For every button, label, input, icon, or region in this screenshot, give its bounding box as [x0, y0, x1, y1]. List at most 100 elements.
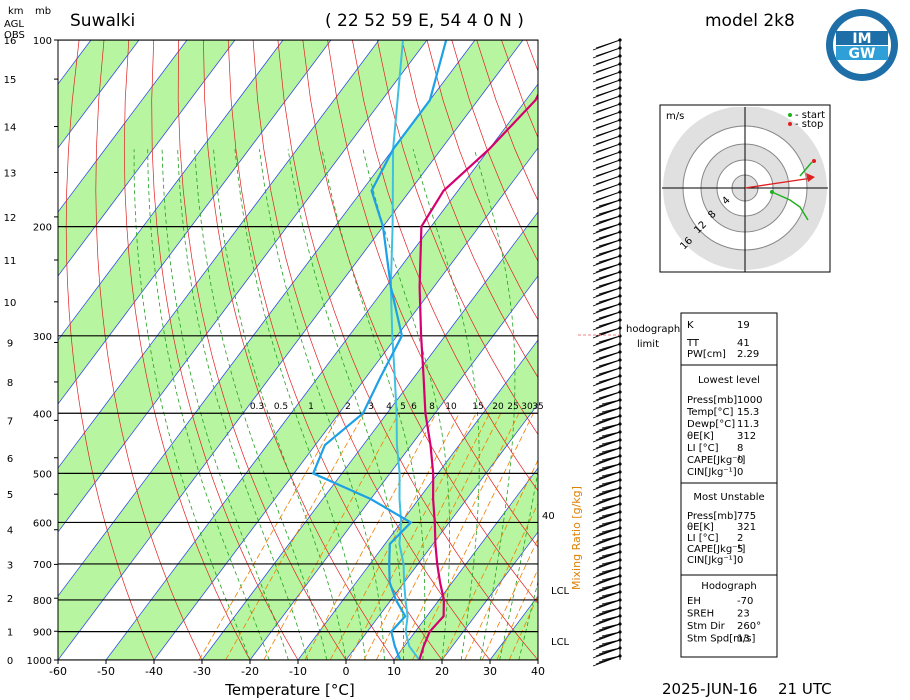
- wind-barb: [598, 383, 621, 391]
- hodograph-stop-point: [812, 159, 816, 163]
- most_unstable-row-label: LI [°C]: [687, 533, 719, 544]
- isotherm-line: [58, 40, 188, 213]
- moist-adiabat-line: [321, 149, 426, 660]
- pressure-axis: 100 200 300 400 500 600 700 800 900 1000: [27, 36, 52, 667]
- temperature-tick-label: 40: [531, 665, 545, 678]
- height-tick-label: 13: [4, 168, 17, 179]
- height-tick-label: 11: [4, 256, 17, 267]
- temperature-curve: [418, 92, 538, 660]
- wind-barbs: [592, 38, 622, 667]
- wind-barb: [601, 495, 621, 501]
- wind-barb: [601, 583, 621, 589]
- wind-barb: [595, 111, 621, 121]
- wind-barb: [598, 247, 621, 255]
- most_unstable-row-label: CIN[Jkg⁻¹]: [687, 555, 737, 566]
- wind-barb: [598, 303, 621, 311]
- moist-adiabat-line: [161, 149, 289, 660]
- most_unstable-row-value: 2: [737, 533, 743, 544]
- temperature-axis: -60 -50 -40 -30 -20 -10 0 10 20 30 40: [49, 660, 545, 678]
- wind-barb: [595, 119, 621, 129]
- indices-box: [680, 312, 778, 366]
- most_unstable-row-label: Press[mb]: [687, 511, 737, 522]
- lowest_level-row-label: LI [°C]: [687, 443, 719, 454]
- height-tick-label: 6: [7, 454, 13, 465]
- wind-barb: [598, 295, 621, 303]
- temperature-tick-label: -20: [241, 665, 259, 678]
- logo-bottom-text: GW: [849, 46, 876, 62]
- hodograph-trace-green-upper: [799, 161, 813, 177]
- wind-barb: [595, 47, 621, 57]
- lowest-level-title: Lowest level: [698, 375, 760, 386]
- mixing-ratio-labels: 0.3 0.5 1 2 3 4 5 6 8 10 15 20 25 30 35: [250, 402, 544, 412]
- pressure-tick-label: 900: [33, 628, 52, 639]
- wind-barb: [595, 183, 621, 193]
- agl-label: AGL: [4, 19, 24, 30]
- wind-barb: [601, 591, 621, 597]
- wind-barb: [601, 623, 621, 629]
- lowest_level-row-label: Press[mb]: [687, 395, 737, 406]
- wind-barb: [598, 319, 621, 327]
- wind-barb: [595, 159, 621, 169]
- mixing-ratio-line: [464, 502, 538, 660]
- right-mark-lcl-upper: LCL: [551, 586, 570, 597]
- most_unstable-row-value: 321: [737, 522, 756, 533]
- mixing-ratio-line: [496, 568, 538, 660]
- wind-barb: [601, 407, 621, 413]
- height-tick-label: 0: [7, 656, 13, 667]
- mixing-ratio-line: [481, 537, 538, 660]
- wind-barb: [595, 95, 621, 105]
- moist-adiabat-line: [147, 149, 270, 660]
- wind-barb: [598, 231, 621, 239]
- height-tick-label: 14: [4, 123, 17, 134]
- wind-barb: [598, 279, 621, 287]
- hodograph-storm-vector: [744, 177, 813, 189]
- wind-barb: [601, 415, 621, 421]
- hodograph_box-row-value: 260°: [737, 621, 761, 632]
- height-tick-label: 2: [7, 594, 13, 605]
- wind-barb: [601, 535, 621, 541]
- lowest_level-row-label: Dewp[°C]: [687, 419, 735, 430]
- mixing-ratio-line: [304, 413, 437, 660]
- wind-barb: [601, 439, 621, 445]
- wind-barb: [601, 399, 621, 405]
- wind-barb: [598, 335, 621, 343]
- height-tick-label: 3: [7, 560, 13, 571]
- wind-barb: [595, 55, 621, 65]
- lowest_level-row-label: CIN[Jkg⁻¹]: [687, 467, 737, 478]
- moist-adiabat-line: [362, 149, 450, 660]
- mixing-ratio-tick: 20: [492, 402, 504, 412]
- hodograph_box-row-label: Stm Spd[m/s]: [687, 634, 755, 645]
- hodograph-limit-label-2: limit: [637, 339, 659, 350]
- wind-barb: [598, 343, 621, 351]
- mixing-ratio-tick: 25: [507, 402, 518, 412]
- moist-adiabat-line: [259, 149, 385, 660]
- index-k-label: K: [687, 320, 694, 331]
- station-coords: ( 22 52 59 E, 54 4 0 N ): [325, 11, 524, 31]
- most_unstable-row-label: CAPE[Jkg⁻¹]: [687, 544, 745, 555]
- wind-barb: [598, 263, 621, 271]
- wind-barb: [595, 151, 621, 161]
- right-mark-40: 40: [542, 511, 555, 522]
- dry-adiabat-line: [352, 40, 538, 492]
- isotherm-line: [345, 403, 538, 660]
- wind-barb: [595, 175, 621, 185]
- isotherm-line: [201, 211, 538, 660]
- temperature-tick-label: 0: [343, 665, 350, 678]
- wind-barb: [601, 431, 621, 437]
- height-tick-label: 10: [4, 298, 17, 309]
- dry-adiabat-line: [203, 40, 395, 660]
- temperature-tick-label: -10: [289, 665, 307, 678]
- wind-barb: [595, 71, 621, 81]
- dry-adiabat-line: [252, 40, 491, 660]
- wind-barb: [601, 655, 621, 661]
- isotherm-line: [393, 467, 538, 660]
- dry-adiabat-line: [227, 40, 443, 660]
- wind-barb: [601, 631, 621, 637]
- lowest-level-box: [680, 364, 778, 484]
- wind-barb: [601, 527, 621, 533]
- mixing-ratio-line: [508, 594, 538, 660]
- dry-adiabat-line: [177, 40, 347, 660]
- pressure-tick-label: 700: [33, 560, 52, 571]
- dry-adiabat-line: [277, 40, 538, 660]
